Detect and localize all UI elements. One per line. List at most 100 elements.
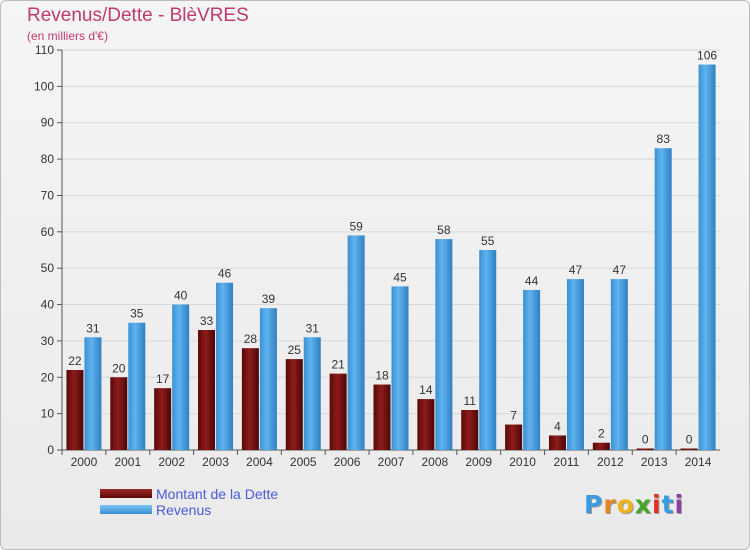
y-tick-label-60: 60: [41, 225, 55, 239]
bar-revenus-2005: [303, 337, 321, 450]
bar-revenus-2006: [347, 235, 365, 450]
bar-revenus-2004: [259, 308, 277, 450]
bar-debt-2001: [110, 377, 128, 450]
data-label-revenus-2000: 31: [86, 321, 100, 335]
bar-debt-2014: [680, 448, 698, 450]
x-tick-label-2012: 2012: [597, 455, 624, 469]
x-tick-label-2002: 2002: [158, 455, 185, 469]
bar-debt-2008: [417, 399, 435, 450]
bar-debt-2012: [592, 442, 610, 450]
data-label-debt-2009: 11: [463, 394, 476, 408]
x-tick-label-2001: 2001: [114, 455, 141, 469]
bar-revenus-2007: [391, 286, 409, 450]
bar-debt-2000: [66, 370, 84, 450]
bar-revenus-2014: [698, 64, 716, 450]
logo-letter: o: [616, 490, 635, 519]
data-label-revenus-2007: 45: [393, 270, 407, 284]
data-label-debt-2002: 17: [156, 372, 170, 386]
bar-debt-2009: [461, 410, 479, 450]
y-tick-label-100: 100: [34, 79, 54, 93]
x-tick-label-2004: 2004: [246, 455, 273, 469]
y-tick-label-40: 40: [41, 298, 55, 312]
y-tick-label-10: 10: [41, 407, 55, 421]
data-label-debt-2006: 21: [331, 358, 345, 372]
bar-debt-2006: [329, 373, 347, 450]
data-label-debt-2004: 28: [244, 332, 258, 346]
x-tick-label-2010: 2010: [509, 455, 536, 469]
legend-swatch-revenus: [100, 505, 152, 514]
data-label-revenus-2003: 46: [218, 267, 232, 281]
data-label-debt-2008: 14: [419, 383, 433, 397]
proxiti-logo: Proxiti: [584, 490, 684, 519]
data-label-revenus-2010: 44: [525, 274, 539, 288]
data-label-debt-2000: 22: [68, 354, 82, 368]
data-label-debt-2007: 18: [375, 369, 389, 383]
data-label-debt-2005: 25: [288, 343, 302, 357]
bar-revenus-2003: [216, 282, 234, 450]
x-tick-label-2008: 2008: [422, 455, 449, 469]
data-label-revenus-2011: 47: [569, 263, 583, 277]
data-label-revenus-2004: 39: [262, 292, 276, 306]
data-label-debt-2013: 0: [642, 433, 649, 447]
x-tick-label-2009: 2009: [465, 455, 492, 469]
x-tick-label-2000: 2000: [71, 455, 98, 469]
bar-revenus-2008: [435, 239, 453, 450]
y-tick-label-90: 90: [41, 116, 55, 130]
data-label-revenus-2001: 35: [130, 307, 144, 321]
y-tick-label-80: 80: [41, 152, 55, 166]
y-tick-label-110: 110: [35, 43, 54, 57]
x-tick-label-2007: 2007: [378, 455, 405, 469]
bar-debt-2013: [636, 448, 654, 450]
bar-debt-2005: [285, 359, 303, 450]
bar-debt-2010: [505, 424, 523, 450]
x-tick-label-2003: 2003: [202, 455, 229, 469]
data-label-debt-2012: 2: [598, 427, 605, 441]
bar-revenus-2011: [566, 279, 584, 450]
data-label-revenus-2006: 59: [349, 219, 363, 233]
grid-lines: [62, 49, 720, 415]
data-label-debt-2001: 20: [112, 361, 126, 375]
x-tick-label-2014: 2014: [685, 455, 712, 469]
y-tick-label-70: 70: [41, 188, 55, 202]
x-tick-label-2006: 2006: [334, 455, 361, 469]
data-labels: 2231203517403346283925312159184514581155…: [68, 49, 717, 447]
legend-label-debt: Montant de la Dette: [156, 486, 279, 502]
bar-debt-2011: [548, 435, 566, 450]
x-tick-label-2005: 2005: [290, 455, 317, 469]
logo-letter: P: [584, 490, 604, 519]
y-tick-label-50: 50: [41, 261, 55, 275]
bar-revenus-2009: [479, 250, 497, 450]
data-label-revenus-2008: 58: [437, 223, 451, 237]
bar-debt-2004: [241, 348, 259, 450]
data-label-debt-2011: 4: [554, 419, 561, 433]
data-label-revenus-2014: 106: [697, 49, 717, 63]
bar-revenus-2001: [128, 322, 146, 450]
bar-debt-2003: [198, 330, 216, 450]
logo-letter: t: [661, 490, 675, 519]
data-label-revenus-2012: 47: [613, 263, 627, 277]
bar-revenus-2012: [610, 279, 628, 450]
data-label-revenus-2005: 31: [306, 321, 320, 335]
y-tick-label-0: 0: [47, 443, 54, 457]
logo-letter: x: [634, 490, 652, 519]
bar-revenus-2000: [84, 337, 102, 450]
bar-revenus-2002: [172, 304, 190, 450]
data-label-revenus-2002: 40: [174, 289, 188, 303]
y-tick-label-20: 20: [41, 370, 55, 384]
bar-revenus-2013: [654, 148, 672, 450]
bar-debt-2002: [154, 388, 172, 450]
chart-subtitle: (en milliers d'€): [27, 29, 108, 43]
y-tick-label-30: 30: [41, 334, 55, 348]
data-label-debt-2010: 7: [510, 409, 517, 423]
data-label-revenus-2009: 55: [481, 234, 495, 248]
bar-debt-2007: [373, 384, 391, 450]
bar-revenus-2010: [523, 290, 541, 450]
logo-letter: i: [652, 490, 662, 519]
legend-label-revenus: Revenus: [156, 502, 212, 518]
logo-letter: r: [603, 490, 617, 519]
chart-title: Revenus/Dette - BlèVRES: [27, 5, 249, 26]
legend-swatch-debt: [100, 489, 152, 498]
